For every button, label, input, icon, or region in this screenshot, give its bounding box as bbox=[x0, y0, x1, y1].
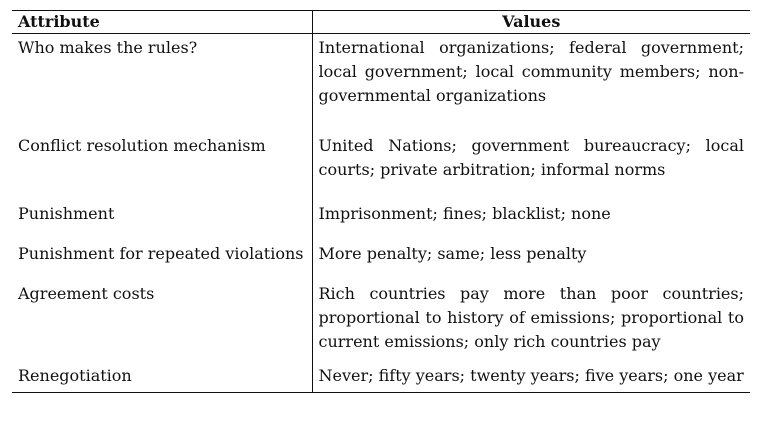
table-row: Punishment for repeated violations More … bbox=[12, 240, 750, 280]
values-cell: Imprisonment; fines; blacklist; none bbox=[311, 200, 750, 240]
table-row: Agreement costs Rich countries pay more … bbox=[12, 280, 750, 362]
values-text: Imprisonment; fines; blacklist; none bbox=[318, 204, 611, 223]
attribute-cell: Conflict resolution mechanism bbox=[12, 132, 312, 200]
values-text: Never; fifty years; twenty years; five y… bbox=[318, 366, 744, 385]
values-text: International organizations; federal gov… bbox=[318, 38, 745, 105]
values-text: United Nations; government bureaucracy; … bbox=[318, 136, 745, 179]
attribute-cell: Agreement costs bbox=[12, 280, 312, 362]
attribute-text: Punishment for repeated violations bbox=[18, 244, 304, 263]
values-cell: International organizations; federal gov… bbox=[311, 33, 750, 132]
attribute-text: Renegotiation bbox=[18, 366, 132, 385]
table-header-row: Attribute Values bbox=[12, 10, 750, 34]
attribute-text: Conflict resolution mechanism bbox=[18, 136, 266, 155]
values-text: Rich countries pay more than poor countr… bbox=[318, 284, 745, 351]
attribute-values-table: Attribute Values Who makes the rules? In… bbox=[12, 10, 750, 393]
values-cell: Rich countries pay more than poor countr… bbox=[311, 280, 750, 362]
attribute-text: Agreement costs bbox=[18, 284, 155, 303]
table-row: Renegotiation Never; fifty years; twenty… bbox=[12, 362, 750, 393]
attribute-text: Punishment bbox=[18, 204, 115, 223]
attribute-cell: Punishment bbox=[12, 200, 312, 240]
attribute-table-container: Attribute Values Who makes the rules? In… bbox=[12, 10, 750, 393]
values-text: More penalty; same; less penalty bbox=[318, 244, 587, 263]
table-row: Punishment Imprisonment; fines; blacklis… bbox=[12, 200, 750, 240]
attribute-cell: Who makes the rules? bbox=[12, 34, 312, 133]
attribute-text: Who makes the rules? bbox=[18, 38, 198, 57]
header-attribute: Attribute bbox=[12, 10, 312, 34]
table-row: Conflict resolution mechanism United Nat… bbox=[12, 132, 750, 200]
table-row: Who makes the rules? International organ… bbox=[12, 33, 750, 133]
values-cell: More penalty; same; less penalty bbox=[311, 240, 750, 280]
attribute-cell: Punishment for repeated violations bbox=[12, 240, 312, 280]
values-cell: United Nations; government bureaucracy; … bbox=[311, 132, 750, 200]
header-values: Values bbox=[311, 10, 750, 34]
attribute-cell: Renegotiation bbox=[12, 362, 312, 393]
values-cell: Never; fifty years; twenty years; five y… bbox=[311, 362, 750, 393]
